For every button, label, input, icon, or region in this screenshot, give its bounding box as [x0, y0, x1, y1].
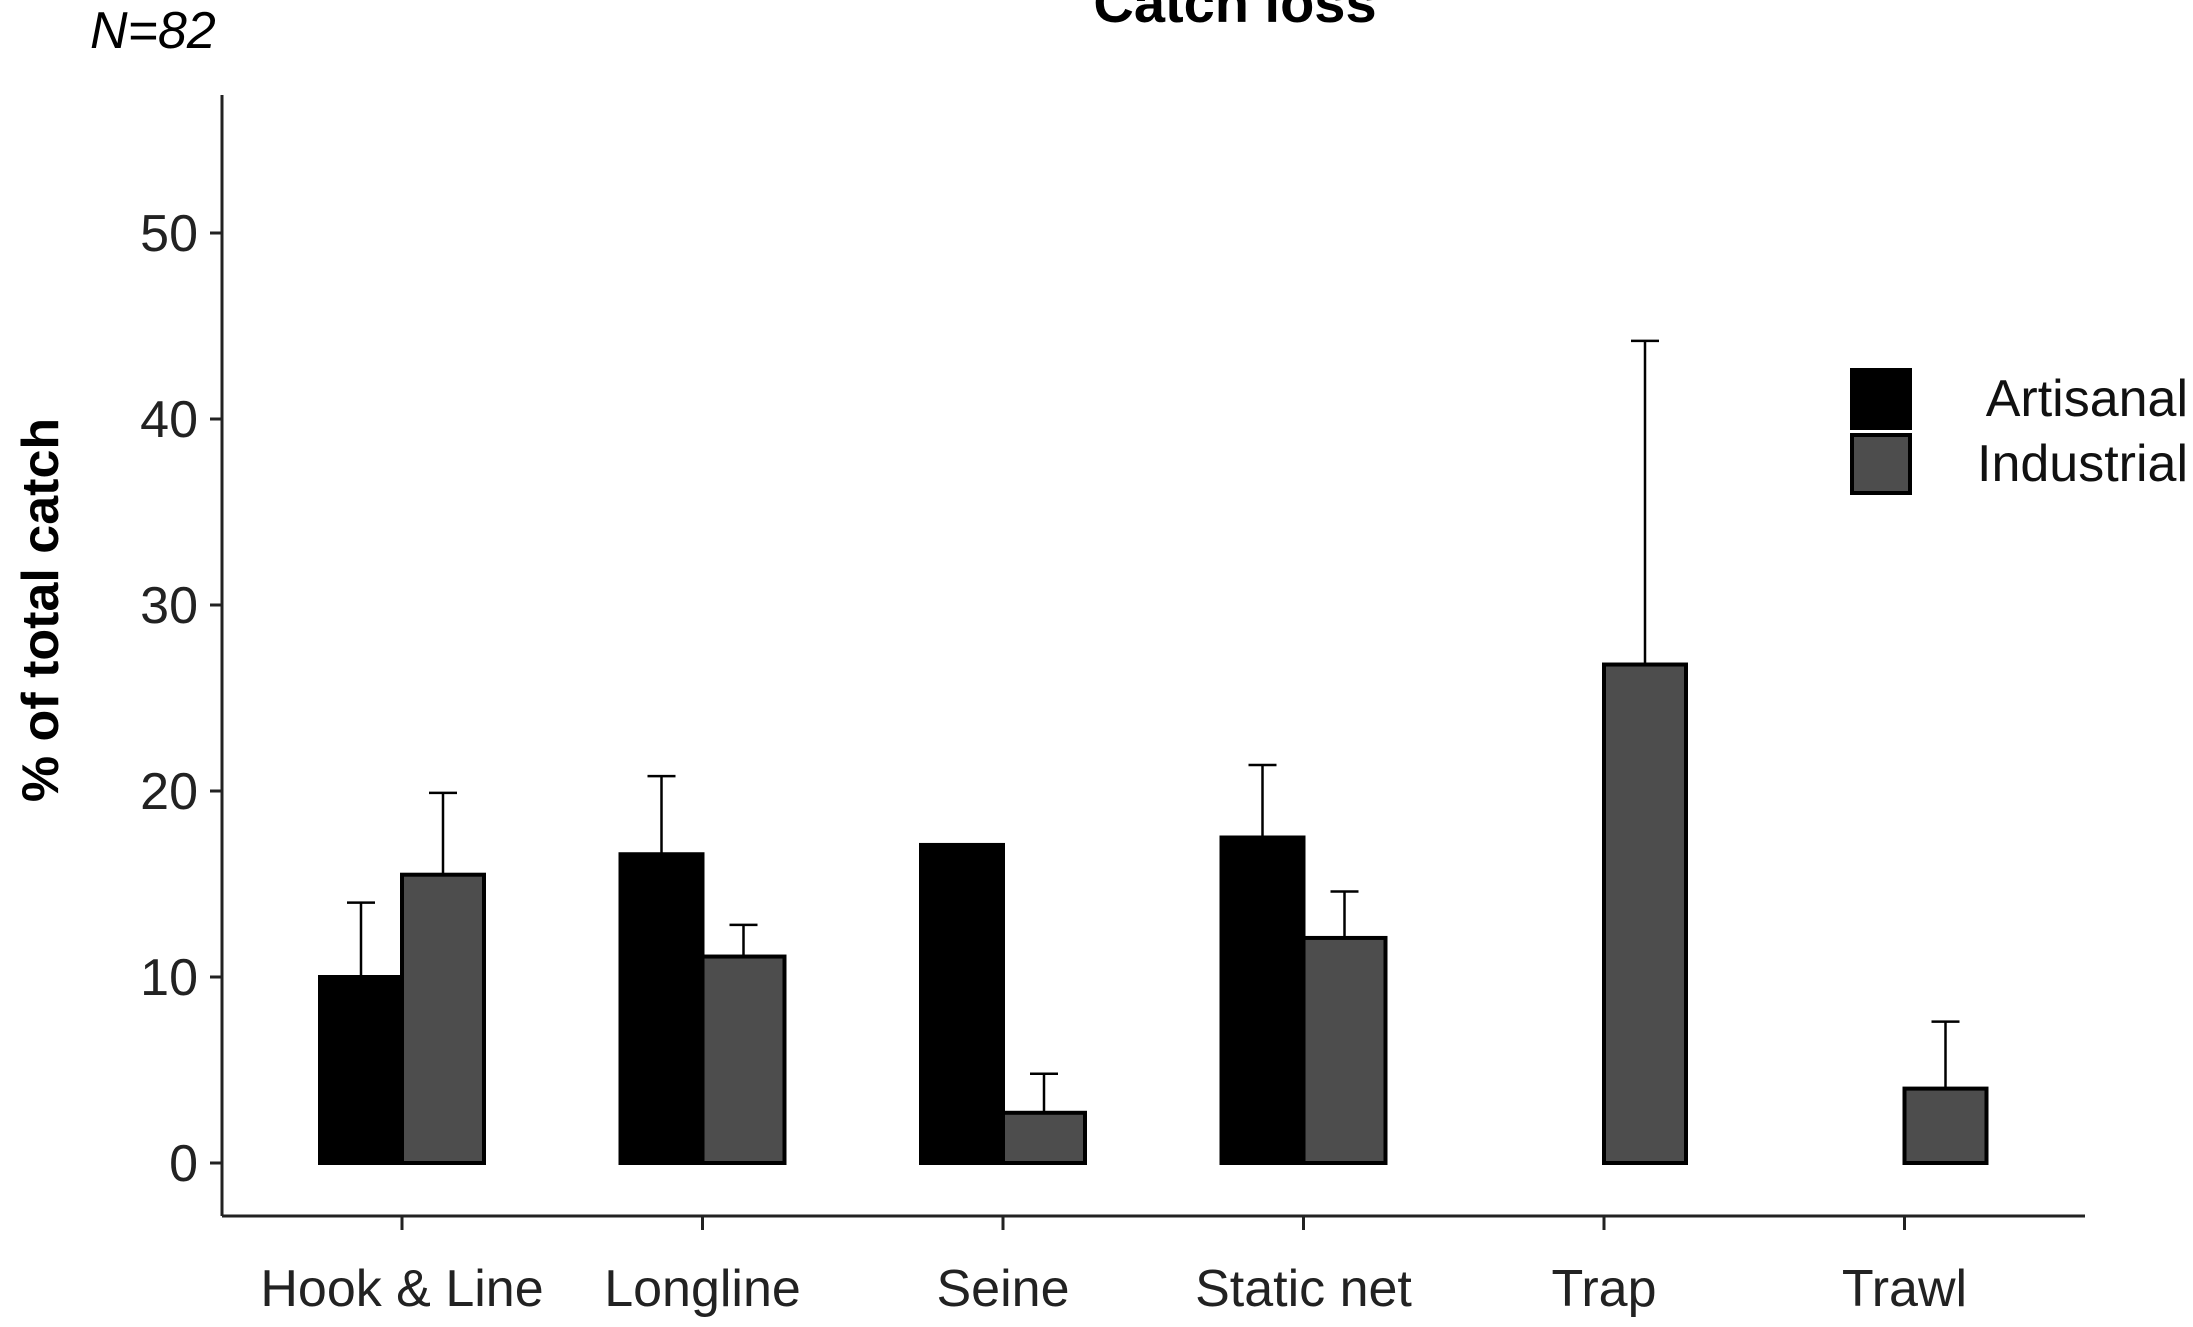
- legend: Artisanal Industrial: [1850, 368, 2188, 495]
- bar-artisanal-1: [618, 852, 705, 1165]
- bar-industrial-0: [400, 872, 486, 1165]
- y-axis-label: % of total catch: [12, 418, 70, 802]
- y-ticks: 0 10 20 30 40 50: [140, 205, 222, 1193]
- bar-artisanal-0: [318, 975, 404, 1165]
- x-tick-label: Static net: [1195, 1260, 1412, 1318]
- bars: [318, 662, 1989, 1166]
- bar-industrial-3: [1301, 935, 1388, 1165]
- x-tick-label: Seine: [937, 1260, 1070, 1318]
- x-tick-label: Longline: [604, 1260, 801, 1318]
- legend-label-industrial: Industrial: [1977, 435, 2188, 493]
- y-tick-label: 50: [140, 205, 198, 263]
- bar-industrial-2: [1001, 1110, 1087, 1166]
- y-tick-label: 0: [169, 1135, 198, 1193]
- y-tick-label: 20: [140, 763, 198, 821]
- bar-industrial-5: [1902, 1086, 1989, 1165]
- x-tick-label: Hook & Line: [260, 1260, 543, 1318]
- error-bars: [347, 339, 1960, 1113]
- sample-size-annotation: N=82: [90, 2, 216, 60]
- x-tick-label: Trap: [1552, 1260, 1657, 1318]
- bar-industrial-4: [1602, 662, 1688, 1166]
- y-tick-label: 30: [140, 577, 198, 635]
- y-tick-label: 40: [140, 391, 198, 449]
- bar-artisanal-2: [919, 842, 1005, 1165]
- legend-label-artisanal: Artisanal: [1986, 370, 2188, 428]
- bar-industrial-1: [700, 954, 787, 1165]
- x-tick-label: Trawl: [1842, 1260, 1967, 1318]
- axes: [220, 95, 2085, 1218]
- x-ticks: Hook & Line Longline Seine Static net Trap Tr…: [260, 1216, 1967, 1318]
- chart-title: Catch loss: [1093, 0, 1376, 34]
- bar-artisanal-3: [1219, 835, 1306, 1165]
- y-tick-label: 10: [140, 949, 198, 1007]
- legend-swatch-artisanal: [1850, 368, 1912, 430]
- legend-swatch-industrial: [1850, 433, 1912, 495]
